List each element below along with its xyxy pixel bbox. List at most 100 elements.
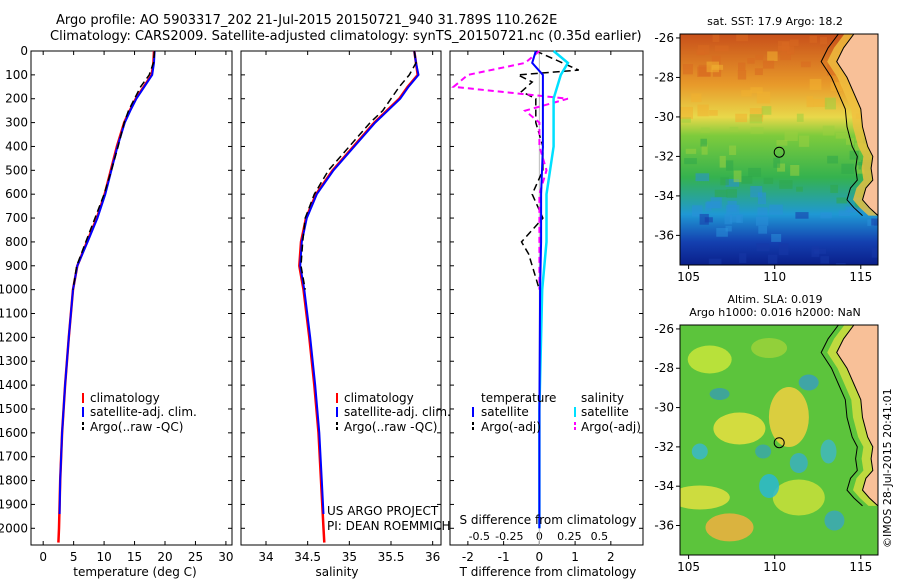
sst-map-panel: 105 110 115 -26 -28 -30 -32 -34 -36 <box>654 31 879 284</box>
sst-patch <box>790 165 800 176</box>
sst-patch <box>796 113 804 122</box>
temp-ytick-label: 500 <box>5 163 28 177</box>
temp-series-satellite <box>58 50 156 515</box>
sst-map-ytick-label: -32 <box>654 149 674 163</box>
sla-blob <box>759 474 780 498</box>
sst-patch <box>724 214 733 225</box>
sla-map-xtick-label: 115 <box>849 560 872 574</box>
header-line-2: Climatology: CARS2009. Satellite-adjuste… <box>50 29 642 44</box>
sst-patch <box>754 68 763 76</box>
sst-patch <box>809 78 822 90</box>
sla-blob <box>691 443 708 460</box>
difference-xtick-label: -2 <box>462 550 474 564</box>
sst-map-argo-marker <box>773 146 785 158</box>
sla-blob <box>687 345 732 374</box>
temp-ytick-label: 1900 <box>0 497 28 511</box>
sst-patch <box>699 213 709 225</box>
temp-ytick-label: 900 <box>5 259 28 273</box>
sst-map-ytick-label: -30 <box>654 110 674 124</box>
sst-patch <box>712 68 722 77</box>
sst-patch <box>767 254 778 264</box>
diff-series-s-satellite <box>538 50 570 529</box>
sst-patch <box>778 243 789 256</box>
sst-patch <box>680 106 693 119</box>
sla-blob <box>680 485 730 510</box>
sst-patch <box>849 150 859 160</box>
sst-patch <box>827 155 839 164</box>
temp-ytick-label: 1000 <box>0 283 28 297</box>
salinity-xtick-label: 35 <box>342 550 357 564</box>
sla-map-ytick-label: -32 <box>654 440 674 454</box>
sst-patch <box>691 205 703 217</box>
salinity-frame <box>240 50 442 546</box>
sst-patch <box>845 206 857 212</box>
sst-patch <box>749 108 764 118</box>
salinity-xtick-label: 36 <box>425 550 440 564</box>
temp-ytick-label: 400 <box>5 139 28 153</box>
sla-map-isobath <box>820 325 863 507</box>
sst-patch <box>755 216 769 226</box>
sst-patch <box>776 139 788 146</box>
temp-ytick-label: 700 <box>5 211 28 225</box>
sst-patch <box>729 126 739 133</box>
header-line-1: Argo profile: AO 5903317_202 21-Jul-2015… <box>56 13 558 28</box>
diff-top-tick-label: -0.25 <box>495 530 523 543</box>
diff-top-tick-label: 0.25 <box>557 530 582 543</box>
sst-patch <box>682 64 693 75</box>
temp-ytick-label: 1800 <box>0 474 28 488</box>
sla-map-panel: 105 110 115 -26 -28 -30 -32 -34 -36 <box>654 322 879 574</box>
sst-patch <box>877 37 878 47</box>
sst-patch <box>762 60 775 69</box>
sst-patch <box>714 45 729 52</box>
temperature-frame <box>30 50 233 546</box>
temp-ytick-label: 1700 <box>0 450 28 464</box>
sst-patch <box>741 176 753 184</box>
sst-patch <box>841 163 854 174</box>
sst-patch <box>737 70 747 80</box>
sst-patch <box>820 256 830 264</box>
sst-patch <box>696 49 705 56</box>
sst-patch <box>725 225 732 232</box>
sla-map-xtick-label: 110 <box>763 560 786 574</box>
difference-xtick-label: 2 <box>607 550 615 564</box>
sla-blob <box>709 388 730 400</box>
sst-patch <box>800 61 811 68</box>
sla-map-field <box>680 325 878 555</box>
temp-ytick-label: 1500 <box>0 402 28 416</box>
sst-patch <box>857 165 865 174</box>
sst-patch <box>738 62 746 71</box>
sst-patch <box>720 177 729 186</box>
sst-patch <box>733 170 742 183</box>
sst-patch <box>757 207 768 216</box>
sla-blob <box>755 444 772 459</box>
sst-patch <box>773 157 781 168</box>
sst-patch <box>756 91 771 104</box>
sst-patch <box>747 58 755 64</box>
sst-map-xtick-label: 115 <box>849 270 872 284</box>
sla-blob <box>768 387 809 447</box>
sst-patch <box>716 227 728 237</box>
sst-patch <box>786 46 795 55</box>
sla-map-land <box>836 325 878 507</box>
diff-top-tick-label: 0.5 <box>591 530 609 543</box>
sst-patch <box>711 64 724 70</box>
temp-ytick-label: 1300 <box>0 354 28 368</box>
temperature-xtick-label: 25 <box>188 550 203 564</box>
sla-blob <box>713 412 766 445</box>
sst-patch <box>784 131 798 142</box>
sst-patch <box>777 163 786 172</box>
sst-patch <box>750 186 763 198</box>
sst-patch <box>757 192 767 205</box>
sst-patch <box>780 52 791 61</box>
sst-patch <box>822 125 835 136</box>
sst-patch <box>750 127 764 134</box>
sst-patch <box>835 262 846 265</box>
temp-ytick-label: 1200 <box>0 330 28 344</box>
temp-ytick-label: 2000 <box>0 521 28 535</box>
sst-patch <box>708 258 722 265</box>
sst-map-land <box>836 34 878 216</box>
sst-patch <box>777 40 790 51</box>
sla-blob <box>820 439 837 464</box>
